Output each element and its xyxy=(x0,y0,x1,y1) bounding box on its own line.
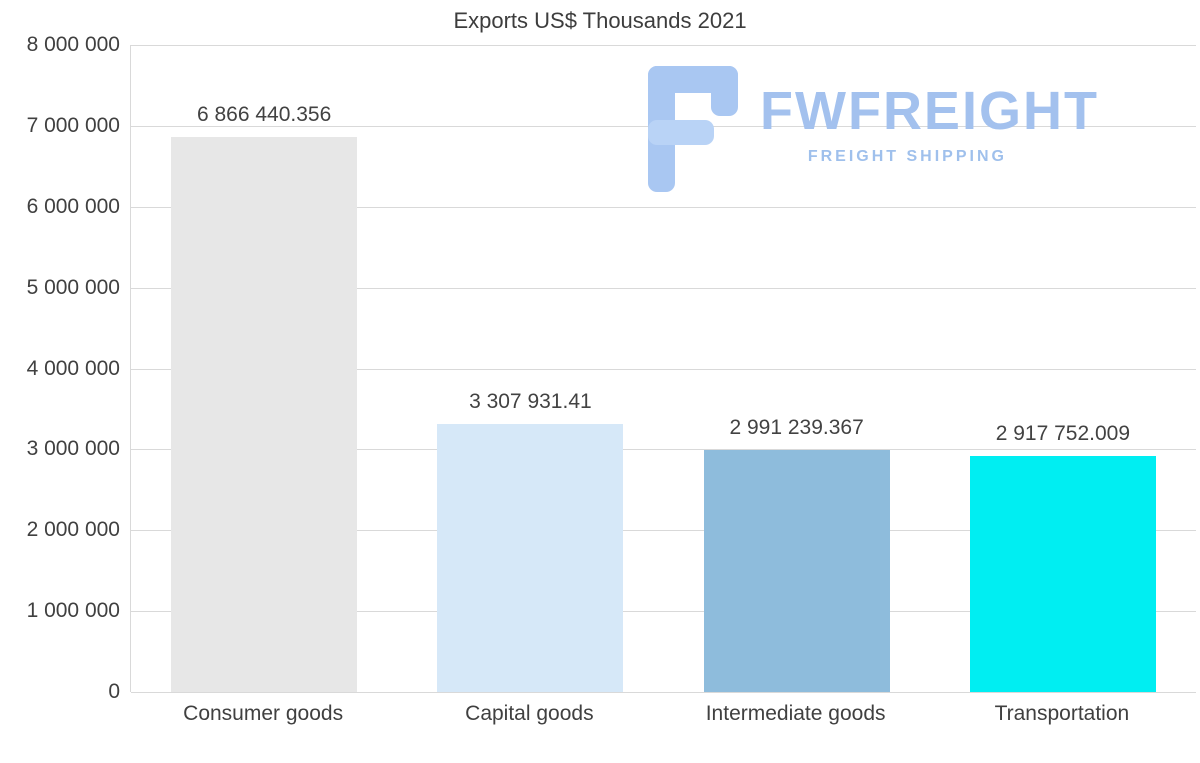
x-tick-label: Transportation xyxy=(994,702,1130,725)
x-tick-label: Capital goods xyxy=(465,702,594,725)
x-tick-label: Consumer goods xyxy=(183,702,344,725)
y-tick-label: 8 000 000 xyxy=(26,33,120,56)
y-tick-label: 7 000 000 xyxy=(26,113,120,137)
x-tick-label: Intermediate goods xyxy=(705,702,886,725)
bar-value-label: 6 866 440.356 xyxy=(196,102,332,126)
y-tick-label: 1 000 000 xyxy=(26,599,120,623)
y-axis: 0 1 000 000 2 000 000 3 000 000 4 000 000 5 0… xyxy=(0,33,120,703)
gridline xyxy=(131,449,1196,451)
bar-value-label: 2 917 752.009 xyxy=(995,422,1131,446)
gridline xyxy=(131,611,1196,613)
gridline xyxy=(131,530,1196,532)
bar-value-label: 2 991 239.367 xyxy=(729,416,864,440)
bar xyxy=(171,136,358,692)
y-tick-label: 6 000 000 xyxy=(26,194,120,218)
x-axis: Consumer goods Capital goods Intermediate … xyxy=(130,702,1195,736)
chart-title: Exports US$ Thousands 2021 xyxy=(453,8,747,33)
bar xyxy=(703,450,890,692)
y-tick-label: 2 000 000 xyxy=(26,518,120,542)
y-tick-label: 5 000 000 xyxy=(26,275,120,299)
gridline xyxy=(131,206,1196,208)
bar xyxy=(437,424,624,692)
gridline xyxy=(131,368,1196,370)
bar-value-label: 3 307 931.41 xyxy=(469,390,592,414)
y-tick-label: 4 000 000 xyxy=(26,356,120,380)
gridline xyxy=(131,45,1196,46)
plot-area: 6 866 440.356 3 307 931.41 2 991 239.367 2 … xyxy=(130,45,1196,693)
y-tick-label: 3 000 000 xyxy=(26,437,120,461)
gridline xyxy=(131,287,1196,289)
y-tick-label: 0 xyxy=(108,680,120,703)
bar xyxy=(969,456,1156,692)
gridline xyxy=(131,692,1196,693)
